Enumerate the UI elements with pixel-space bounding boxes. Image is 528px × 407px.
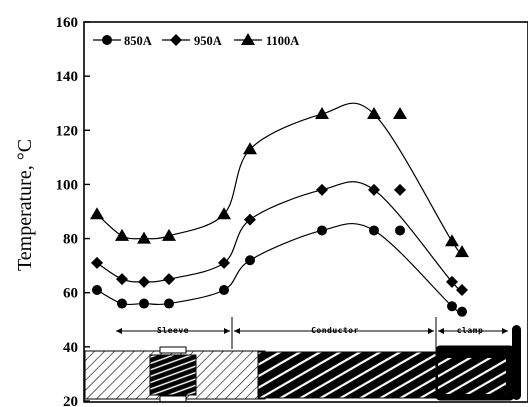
data-point-1100a (115, 228, 129, 241)
sleeve-top-cap (159, 346, 187, 354)
data-point-1100a (445, 234, 459, 247)
data-point-950a (138, 275, 150, 288)
data-point-950a (218, 256, 230, 269)
data-point-850a (245, 255, 255, 266)
data-point-850a (369, 225, 379, 236)
data-point-950a (116, 273, 128, 286)
y-tick-label: 100 (56, 177, 79, 193)
arrowhead (502, 328, 508, 334)
region-label-sleeve: Sleeve (157, 326, 189, 335)
conductor-section (257, 351, 439, 399)
legend-marker-circle (102, 35, 112, 45)
legend-label-1100a: 1100A (266, 34, 299, 48)
region-markers: Sleeve Conductor clamp (116, 317, 508, 349)
series-layer (90, 102, 469, 317)
legend-marker-triangle (241, 33, 255, 45)
y-tick-label: 80 (63, 232, 78, 248)
data-point-850a (457, 306, 467, 317)
data-point-950a (163, 273, 175, 286)
plot-border (83, 21, 528, 403)
cable-cross-section (84, 325, 521, 403)
clamp-inner-hatch (438, 358, 506, 394)
arrowhead (224, 328, 230, 334)
clamp-end-cap (512, 325, 521, 400)
data-point-950a (394, 183, 406, 196)
data-point-950a (368, 183, 380, 196)
data-point-1100a (162, 228, 176, 241)
data-point-1100a (243, 142, 257, 155)
series-line-850a (96, 222, 463, 315)
legend-label-850a: 850A (124, 34, 152, 48)
y-tick-label: 120 (56, 123, 79, 139)
data-point-950a (456, 284, 468, 297)
data-point-950a (446, 275, 458, 288)
data-point-950a (244, 213, 256, 226)
region-label-clamp: clamp (457, 326, 484, 335)
y-ticks (84, 21, 90, 402)
data-point-1100a (217, 207, 231, 220)
region-label-conductor: Conductor (311, 326, 359, 335)
y-tick-label: 40 (63, 340, 78, 356)
data-point-1100a (455, 245, 469, 258)
data-point-850a (317, 225, 327, 236)
y-axis-label: Temperature, °C (14, 139, 36, 271)
data-point-1100a (137, 231, 151, 244)
legend-marker-diamond (170, 34, 182, 46)
series-line-1100a (96, 102, 463, 256)
arrowhead (234, 328, 240, 334)
data-point-1100a (315, 107, 329, 120)
y-tick-label: 160 (56, 15, 79, 31)
y-tick-label: 140 (56, 69, 79, 85)
data-point-850a (92, 285, 102, 296)
data-point-850a (117, 298, 127, 309)
arrowhead (116, 328, 122, 334)
sleeve-bottom-cap (159, 395, 187, 403)
data-point-850a (447, 301, 457, 312)
arrowhead (428, 328, 434, 334)
arrowhead (438, 328, 444, 334)
data-point-1100a (393, 107, 407, 120)
y-tick-labels: 20 40 60 80 100 120 140 160 (56, 15, 79, 407)
data-point-850a (395, 225, 405, 236)
legend-label-950a: 950A (194, 34, 222, 48)
series-line-950a (96, 181, 463, 293)
data-point-1100a (367, 107, 381, 120)
data-point-1100a (90, 207, 104, 220)
data-point-850a (219, 285, 229, 296)
legend: 850A 950A 1100A (93, 33, 299, 48)
y-tick-label: 60 (63, 286, 78, 302)
data-point-950a (91, 256, 103, 269)
y-tick-label: 20 (63, 394, 78, 407)
data-point-950a (316, 183, 328, 196)
data-point-850a (139, 298, 149, 309)
data-point-850a (164, 298, 174, 309)
plot-frame (83, 21, 528, 403)
sleeve-core-section (149, 354, 197, 396)
